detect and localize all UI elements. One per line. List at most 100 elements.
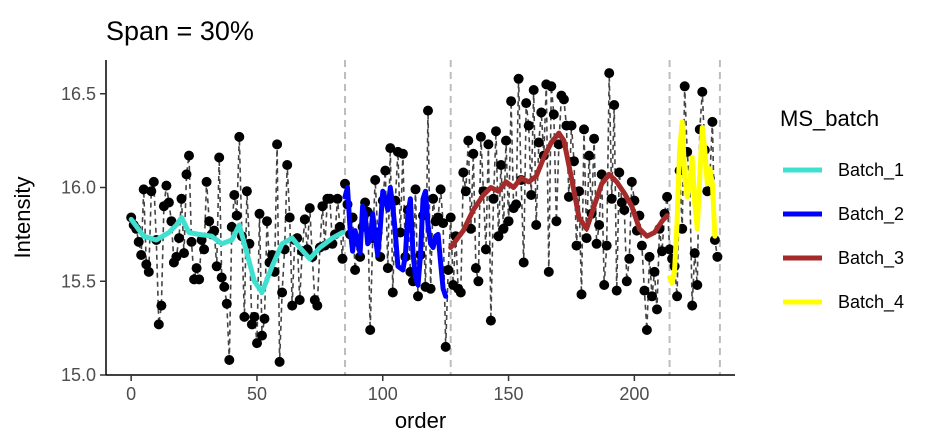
data-point	[282, 160, 293, 170]
data-point	[166, 216, 177, 227]
data-point	[254, 208, 265, 219]
data-point	[287, 300, 298, 311]
data-point	[209, 225, 220, 236]
data-point	[219, 281, 230, 292]
data-point	[606, 193, 617, 204]
data-point	[259, 313, 270, 324]
data-point	[324, 193, 335, 204]
data-point	[397, 148, 408, 159]
data-point	[191, 263, 202, 274]
data-point	[294, 295, 305, 305]
data-point	[697, 86, 708, 97]
data-point	[176, 193, 187, 204]
data-point	[521, 98, 532, 109]
data-point	[652, 304, 662, 315]
data-point	[543, 266, 554, 277]
x-tick-label: 100	[368, 384, 398, 404]
data-point	[387, 287, 398, 298]
legend-label-batch-2: Batch_2	[838, 204, 904, 225]
data-point	[558, 94, 569, 105]
legend-title: MS_batch	[780, 106, 879, 131]
point-connector-layer	[130, 73, 719, 362]
data-point	[473, 276, 484, 287]
data-point	[423, 105, 433, 116]
data-point	[604, 68, 615, 79]
data-point	[216, 272, 227, 283]
y-axis-title: Intensity	[10, 177, 35, 259]
data-point	[317, 201, 328, 212]
data-point	[239, 311, 250, 322]
data-point	[496, 160, 506, 170]
data-point	[337, 253, 348, 264]
data-point	[252, 338, 262, 349]
y-tick-label: 16.0	[61, 178, 96, 198]
data-point	[546, 81, 557, 92]
y-tick-label: 15.5	[61, 271, 96, 291]
data-point	[143, 266, 154, 277]
x-axis-title: order	[395, 408, 446, 433]
data-point	[410, 184, 421, 195]
data-point	[274, 356, 285, 367]
data-point	[413, 291, 423, 302]
data-point	[553, 139, 564, 150]
data-point	[153, 319, 164, 330]
data-point	[332, 193, 343, 204]
data-point	[662, 191, 673, 202]
plot-title: Span = 30%	[106, 16, 254, 46]
data-point	[485, 315, 496, 326]
data-point	[241, 186, 252, 197]
point-connector-line	[130, 73, 719, 362]
data-point	[174, 233, 184, 244]
data-point	[171, 251, 182, 262]
data-point	[184, 150, 194, 161]
data-point	[503, 216, 514, 227]
data-point	[224, 355, 235, 365]
data-point	[712, 251, 723, 262]
data-point	[138, 184, 149, 195]
data-point	[641, 325, 652, 335]
data-point	[231, 210, 242, 221]
legend-label-batch-1: Batch_1	[838, 160, 904, 181]
data-point	[611, 285, 622, 296]
data-point	[664, 244, 675, 255]
x-tick-label: 50	[247, 384, 267, 404]
data-point	[518, 257, 529, 268]
data-point	[649, 266, 660, 277]
data-point	[591, 238, 602, 249]
data-point	[679, 81, 690, 92]
data-point	[647, 291, 657, 302]
data-point	[161, 180, 172, 191]
data-point	[621, 276, 632, 287]
data-point	[657, 246, 667, 257]
legend-label-batch-4: Batch_4	[838, 292, 904, 313]
data-point	[692, 280, 703, 290]
data-point	[455, 287, 466, 298]
data-point	[458, 167, 469, 178]
y-tick-label: 16.5	[61, 84, 96, 104]
data-point	[528, 85, 539, 95]
data-point	[234, 131, 245, 142]
data-point	[689, 248, 700, 259]
data-point	[440, 341, 451, 352]
data-point	[370, 175, 381, 185]
x-tick-label: 150	[494, 384, 524, 404]
data-point	[513, 73, 524, 84]
data-point	[262, 216, 272, 227]
data-point	[435, 184, 446, 195]
smooth-curve-batch-4	[667, 119, 718, 286]
data-point	[533, 137, 544, 148]
data-point	[163, 197, 174, 208]
data-point	[601, 240, 612, 251]
data-point	[146, 186, 157, 197]
smooth-curve-batch-3	[448, 130, 670, 250]
data-point	[438, 218, 449, 229]
data-point	[687, 300, 698, 311]
data-point	[133, 236, 144, 247]
data-point	[445, 212, 456, 223]
data-point	[576, 289, 587, 300]
data-point	[179, 248, 189, 259]
data-point	[304, 203, 315, 214]
data-point	[491, 126, 501, 137]
data-point	[201, 176, 212, 187]
